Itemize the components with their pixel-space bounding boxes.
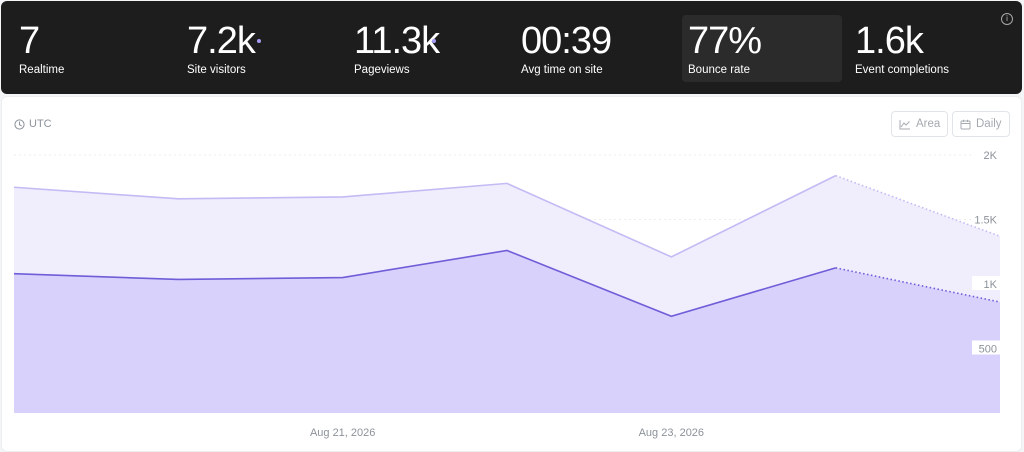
stat-avg-time-on-site[interactable]: 00:39 Avg time on site <box>521 15 681 82</box>
series-color-dot <box>432 39 436 43</box>
series-color-dot <box>257 39 261 43</box>
stat-value: 7 <box>19 20 40 62</box>
area-chart-icon <box>899 119 910 129</box>
stat-bounce-rate[interactable]: 77% Bounce rate <box>682 15 842 82</box>
y-tick-label-bg <box>972 147 1000 161</box>
y-tick-label-bg <box>972 276 1000 290</box>
stat-event-completions[interactable]: 1.6k Event completions <box>855 15 1015 82</box>
stat-value: 7.2k <box>187 20 256 62</box>
line-pageviews <box>13 174 837 258</box>
interval-label: Daily <box>976 118 1002 130</box>
area-chart: 500 1K 1.5K 2K Aug 21, 2026 Aug 23, 2026 <box>13 147 1001 439</box>
stat-value: 77% <box>688 20 762 62</box>
stat-label: Site visitors <box>187 64 246 76</box>
stat-label: Bounce rate <box>688 64 751 76</box>
timezone-indicator: UTC <box>14 117 52 131</box>
stat-value: 1.6k <box>855 20 924 62</box>
line-pageviews-incomplete <box>835 174 1001 238</box>
stat-pageviews[interactable]: 11.3k Pageviews <box>354 15 514 82</box>
interval-button[interactable]: Daily <box>952 111 1010 137</box>
info-icon[interactable]: i <box>1001 13 1013 25</box>
y-tick-label: 1K <box>984 279 998 291</box>
stat-label: Event completions <box>855 64 949 76</box>
chart-type-button[interactable]: Area <box>891 111 949 137</box>
stat-realtime[interactable]: 7 Realtime <box>19 15 179 82</box>
stat-site-visitors[interactable]: 7.2k Site visitors <box>187 15 347 82</box>
x-tick-label: Aug 21, 2026 <box>310 427 375 439</box>
timezone-label: UTC <box>29 118 52 130</box>
y-tick-label: 2K <box>984 150 998 162</box>
area-visitors <box>14 250 1000 413</box>
stat-label: Realtime <box>19 64 65 76</box>
stat-label: Pageviews <box>354 64 410 76</box>
x-tick-label: Aug 23, 2026 <box>639 427 704 439</box>
line-visitors <box>13 249 836 318</box>
calendar-icon <box>960 119 971 129</box>
clock-icon <box>14 118 25 130</box>
y-tick-label: 1.5K <box>974 215 997 227</box>
stat-value: 00:39 <box>521 20 612 62</box>
stats-bar: 7 Realtime 7.2k Site visitors 11.3k Page… <box>1 1 1022 94</box>
y-tick-label-bg <box>972 211 1000 226</box>
chart-type-label: Area <box>916 118 941 130</box>
y-tick-label: 500 <box>979 344 997 356</box>
y-tick-label-bg <box>972 340 1000 355</box>
stat-value: 11.3k <box>354 20 440 62</box>
stat-label: Avg time on site <box>521 64 603 76</box>
chart-panel: UTC Area Daily 500 1K 1.5K 2K Aug 21, 2026 Au… <box>1 96 1022 452</box>
